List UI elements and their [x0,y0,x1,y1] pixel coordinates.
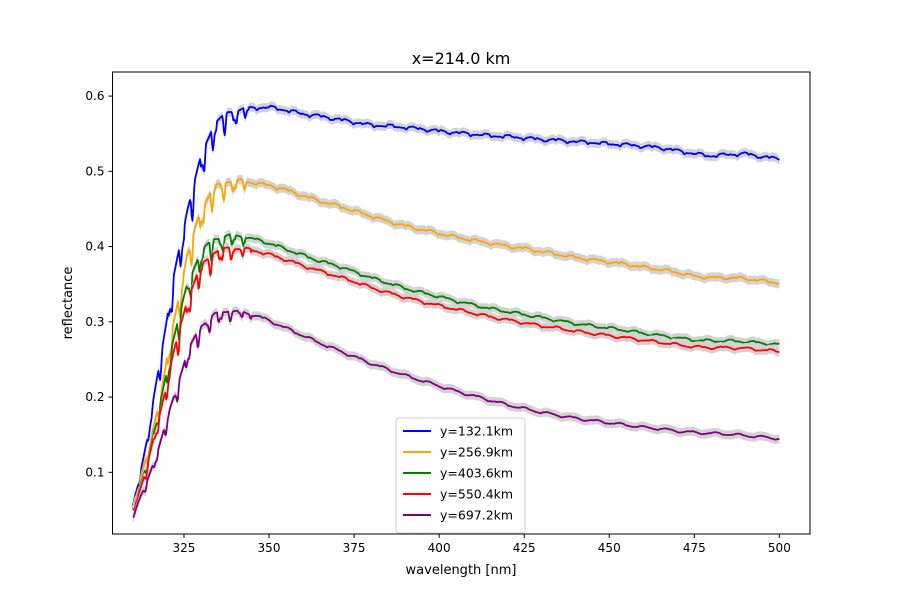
legend: y=132.1km y=256.9km y=403.6km y=550.4km y=69… [395,417,526,534]
y-tick-label: 0.6 [85,89,104,103]
legend-entry: y=550.4km [440,487,513,502]
legend-entry: y=697.2km [440,508,513,523]
x-tick-label: 375 [343,541,366,555]
x-tick-label: 450 [598,541,621,555]
x-tick-label: 325 [172,541,195,555]
legend-entry: y=403.6km [440,466,513,481]
x-tick-label: 475 [683,541,706,555]
x-axis: 325 350 375 400 425 450 475 500 [172,534,791,555]
series-line [132,246,780,511]
x-tick-label: 425 [513,541,536,555]
x-tick-label: 500 [768,541,791,555]
y-tick-label: 0.3 [85,315,104,329]
legend-entry: y=256.9km [440,445,513,460]
plot-area [132,101,780,522]
y-axis: 0.1 0.2 0.3 0.4 0.5 0.6 [85,89,113,479]
series-band [132,174,780,512]
axes-frame [112,71,811,535]
series-band [132,229,780,514]
x-tick-label: 350 [258,541,281,555]
series-line [132,309,780,518]
x-axis-label: wavelength [nm] [406,563,517,578]
y-axis-label: reflectance [61,267,76,340]
y-tick-label: 0.2 [85,390,104,404]
series-line [132,104,780,506]
series-line [132,178,780,508]
y-tick-label: 0.4 [85,240,104,254]
chart-title: x=214.0 km [412,49,511,68]
legend-box [395,417,526,534]
x-tick-label: 400 [428,541,451,555]
y-tick-label: 0.5 [85,164,104,178]
series-line [132,233,780,510]
y-tick-label: 0.1 [85,465,104,479]
legend-entry: y=132.1km [440,424,513,439]
